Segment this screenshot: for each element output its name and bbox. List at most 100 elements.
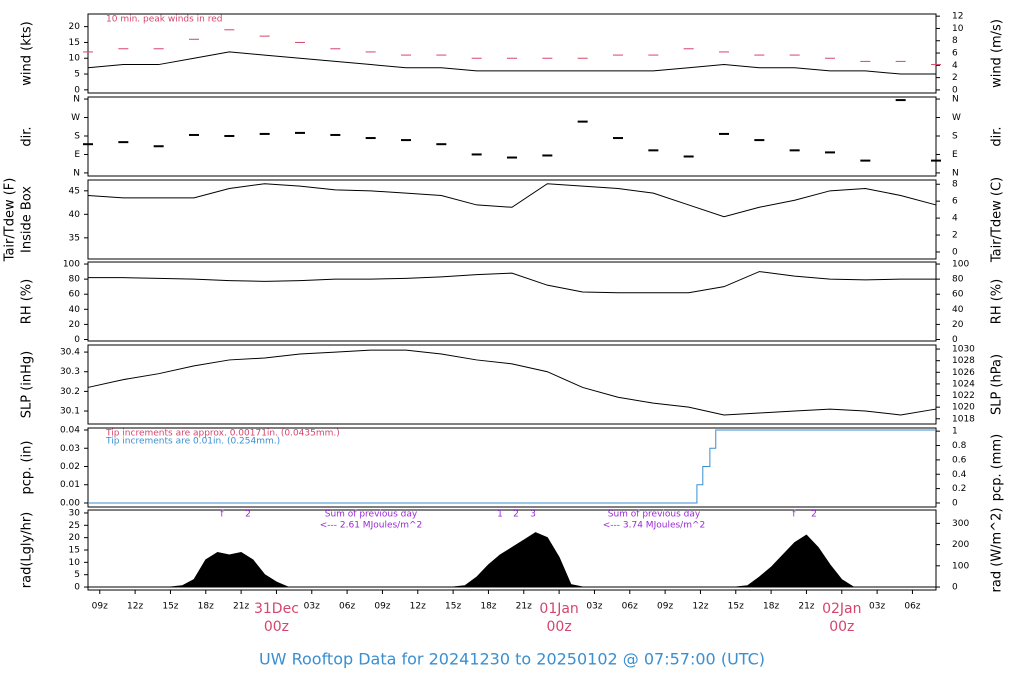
y2-axis-label: Tair/Tdew (C) xyxy=(990,177,1005,263)
data-line xyxy=(88,271,936,294)
data-step xyxy=(88,429,936,504)
y-tick-label: 15 xyxy=(69,38,80,48)
x-tick-label: 03z xyxy=(586,602,602,612)
y2-tick-label: 100 xyxy=(952,260,969,270)
y-tick-label: 15 xyxy=(69,546,80,556)
y-tick-label: 30 xyxy=(69,508,81,518)
y-tick-label: 0.00 xyxy=(60,498,80,508)
y-tick-label: 20 xyxy=(69,533,81,543)
y-tick-label: 0.04 xyxy=(60,426,80,436)
x-tick-label: 15z xyxy=(162,602,178,612)
y2-axis-label: dir. xyxy=(990,126,1005,146)
annotation: 10 min. peak winds in red xyxy=(106,15,223,25)
y2-tick-label: 1 xyxy=(952,427,958,437)
y2-tick-label: 0 xyxy=(952,498,958,508)
y2-tick-label: 12 xyxy=(952,12,963,22)
y2-tick-label: 60 xyxy=(952,290,964,300)
y2-tick-label: 0.8 xyxy=(952,441,967,451)
date-label: 02Jan xyxy=(822,601,861,617)
y2-tick-label: 4 xyxy=(952,61,958,71)
x-tick-label: 09z xyxy=(657,602,673,612)
panel-frame xyxy=(87,344,937,425)
y2-tick-label: 1022 xyxy=(952,391,975,401)
date-label: 31Dec xyxy=(254,601,299,617)
y2-axis-label: pcp. (mm) xyxy=(990,434,1005,501)
panel-frame xyxy=(87,179,937,260)
y-tick-label: 40 xyxy=(69,305,81,315)
annotation: 1 xyxy=(497,510,503,520)
y-tick-label: 10 xyxy=(69,54,81,64)
y-axis-label: rad(Lgly/hr) xyxy=(20,512,35,588)
y2-tick-label: 0 xyxy=(952,85,958,95)
x-tick-label: 03z xyxy=(304,602,320,612)
y2-tick-label: N xyxy=(952,95,959,105)
annotation: Sum of previous day xyxy=(608,510,701,520)
y2-tick-label: 1018 xyxy=(952,414,975,424)
date-time-label: 00z xyxy=(547,619,572,635)
panel-frame xyxy=(87,96,937,177)
y-tick-label: 30.4 xyxy=(60,348,80,358)
y-tick-label: 0.02 xyxy=(60,462,80,472)
y2-tick-label: W xyxy=(952,113,961,123)
date-time-label: 00z xyxy=(264,619,289,635)
y2-tick-label: 4 xyxy=(952,214,958,224)
x-tick-label: 12z xyxy=(127,602,143,612)
y2-tick-label: 1024 xyxy=(952,379,975,389)
x-tick-label: 06z xyxy=(622,602,638,612)
panel-frame xyxy=(87,261,937,342)
y2-tick-label: 0.6 xyxy=(952,455,967,465)
x-tick-label: 09z xyxy=(92,602,108,612)
x-tick-label: 12z xyxy=(692,602,708,612)
y-axis-label: SLP (inHg) xyxy=(20,351,35,419)
y2-axis-label: SLP (hPa) xyxy=(990,354,1005,415)
x-tick-label: 21z xyxy=(233,602,249,612)
y-tick-label: N xyxy=(73,95,80,105)
y2-tick-label: 0 xyxy=(952,335,958,345)
y2-tick-label: 100 xyxy=(952,561,969,571)
x-tick-label: 15z xyxy=(445,602,461,612)
y-tick-label: 40 xyxy=(69,210,81,220)
y-axis-label: Tair/Tdew (F) xyxy=(3,178,18,263)
x-tick-label: 06z xyxy=(904,602,920,612)
x-tick-label: 09z xyxy=(374,602,390,612)
y-tick-label: 0.01 xyxy=(60,480,80,490)
annotation: 2 xyxy=(245,510,251,520)
x-tick-label: 15z xyxy=(728,602,744,612)
y-tick-label: 0 xyxy=(74,583,80,593)
annotation: Sum of previous day xyxy=(325,510,418,520)
y2-axis-label: rad (W/m^2) xyxy=(990,508,1005,593)
y-tick-label: W xyxy=(71,113,80,123)
annotation: 2 xyxy=(513,510,519,520)
chart-title: UW Rooftop Data for 20241230 to 20250102… xyxy=(259,650,765,669)
y-tick-label: N xyxy=(73,168,80,178)
date-label: 01Jan xyxy=(539,601,578,617)
y-axis-label: wind (kts) xyxy=(20,21,35,85)
x-tick-label: 21z xyxy=(798,602,814,612)
y-tick-label: 10 xyxy=(69,558,81,568)
y-tick-label: 60 xyxy=(69,290,81,300)
y-axis-sublabel: Inside Box xyxy=(20,186,35,253)
y-tick-label: S xyxy=(74,131,80,141)
y2-tick-label: 20 xyxy=(952,320,964,330)
y2-tick-label: E xyxy=(952,150,958,160)
y2-tick-label: 6 xyxy=(952,197,958,207)
y2-tick-label: 40 xyxy=(952,305,964,315)
y2-tick-label: 1026 xyxy=(952,368,975,378)
x-tick-label: 21z xyxy=(516,602,532,612)
y2-axis-label: wind (m/s) xyxy=(990,19,1005,88)
x-tick-label: 06z xyxy=(339,602,355,612)
x-tick-label: 18z xyxy=(480,602,496,612)
y-tick-label: 5 xyxy=(74,570,80,580)
y2-axis-label: RH (%) xyxy=(990,279,1005,324)
y2-tick-label: 2 xyxy=(952,231,958,241)
annotation: f xyxy=(220,510,224,520)
y2-tick-label: 300 xyxy=(952,519,969,529)
data-line xyxy=(87,183,937,218)
y2-tick-label: S xyxy=(952,131,958,141)
y-axis-label: RH (%) xyxy=(20,279,35,324)
y-tick-label: 80 xyxy=(69,275,81,285)
data-area xyxy=(88,532,936,588)
y-tick-label: 100 xyxy=(63,260,80,270)
y-tick-label: 35 xyxy=(69,233,80,243)
